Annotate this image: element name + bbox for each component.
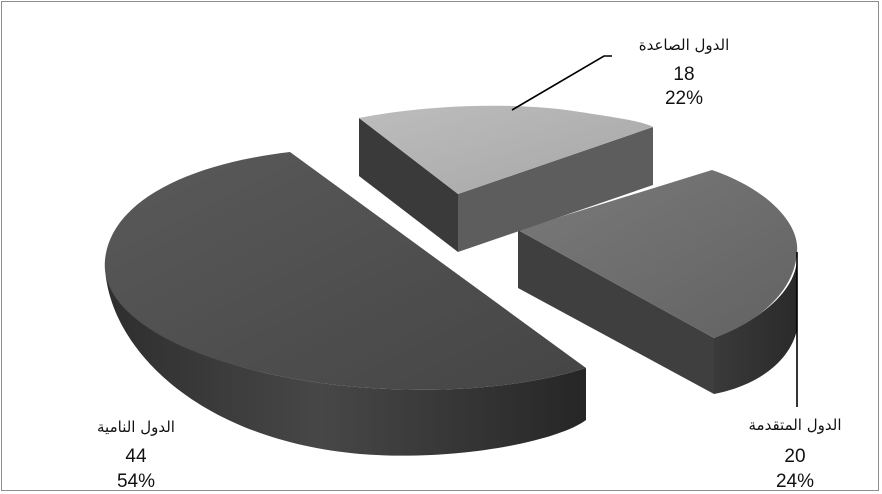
label-emerging-value: 18 <box>673 64 694 85</box>
slice-developing <box>104 152 586 456</box>
label-developing: الدول النامية 44 54% <box>97 418 175 492</box>
slice-advanced-top <box>518 170 798 338</box>
slice-developing-top <box>104 152 586 390</box>
slice-advanced-side-a <box>518 230 714 394</box>
label-emerging: الدول الصاعدة 18 22% <box>639 36 730 109</box>
label-emerging-name: الدول الصاعدة <box>639 36 730 54</box>
slice-advanced-side-b <box>714 252 798 394</box>
slice-developing-side <box>105 268 586 456</box>
label-advanced-value: 20 <box>784 446 805 467</box>
label-advanced-name: الدول المتقدمة <box>749 416 842 434</box>
slice-emerging-side-b <box>458 127 653 252</box>
leader-line-emerging <box>511 55 612 111</box>
label-advanced-percent: 24% <box>776 471 814 492</box>
slice-emerging-top <box>359 105 653 194</box>
slice-advanced <box>518 170 798 394</box>
label-developing-value: 44 <box>125 446 147 467</box>
label-emerging-percent: 22% <box>665 88 703 109</box>
label-advanced: الدول المتقدمة 20 24% <box>749 416 842 492</box>
label-developing-percent: 54% <box>117 471 155 492</box>
slice-emerging <box>359 105 653 252</box>
label-developing-name: الدول النامية <box>97 418 175 436</box>
slice-emerging-side-a <box>359 118 458 252</box>
